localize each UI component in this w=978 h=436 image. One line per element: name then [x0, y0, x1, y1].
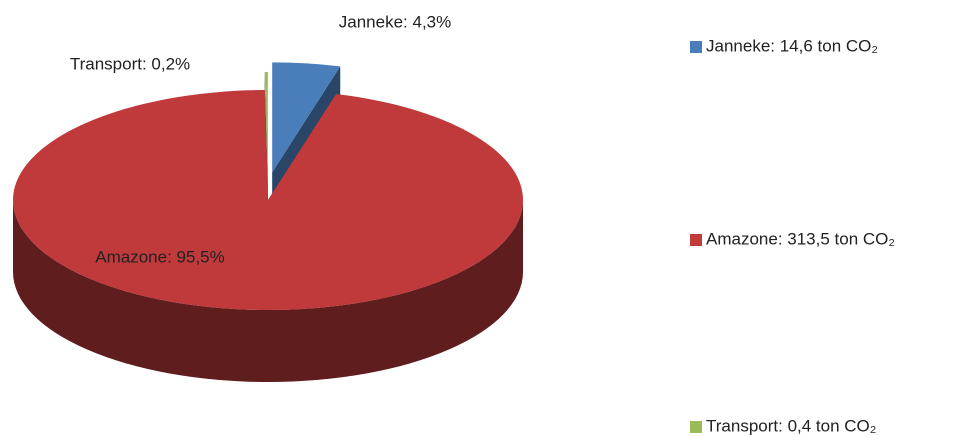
- legend-swatch: [690, 234, 702, 246]
- slice-side: [13, 200, 523, 382]
- slice: [264, 72, 268, 183]
- legend-swatch: [690, 41, 702, 53]
- data-label: Transport: 0,2%: [70, 54, 190, 73]
- slice: [12, 90, 523, 310]
- slice: [272, 62, 341, 173]
- data-label: Janneke: 4,3%: [339, 12, 451, 31]
- legend-label: Amazone: 313,5 ton CO₂: [706, 229, 895, 248]
- legend-label: Transport: 0,4 ton CO₂: [706, 416, 876, 435]
- legend-swatch: [690, 421, 702, 433]
- data-label: Amazone: 95,5%: [95, 247, 224, 266]
- legend-label: Janneke: 14,6 ton CO₂: [706, 36, 878, 55]
